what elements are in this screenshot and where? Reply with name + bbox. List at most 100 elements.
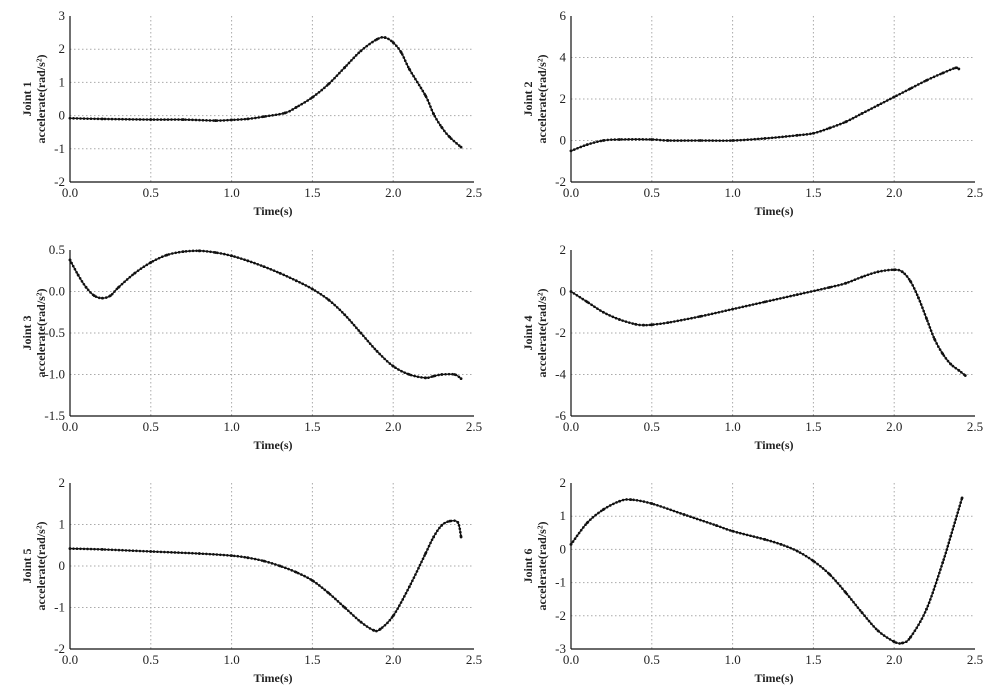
series-marker xyxy=(646,501,649,504)
series-marker xyxy=(890,268,894,272)
series-marker xyxy=(591,515,595,519)
series-marker xyxy=(785,295,789,299)
data-point xyxy=(100,548,104,551)
series-marker xyxy=(957,507,961,511)
series-marker xyxy=(142,118,145,121)
series-marker xyxy=(380,626,384,629)
x-tick-label: 2.5 xyxy=(967,419,983,434)
series-marker xyxy=(792,294,796,297)
series-marker xyxy=(347,61,351,65)
series-marker xyxy=(914,290,918,293)
data-point xyxy=(133,271,137,275)
series-marker xyxy=(123,280,126,284)
series-marker xyxy=(212,553,215,556)
data-point xyxy=(311,287,314,291)
series-marker xyxy=(128,118,131,121)
y-axis-label: accelerate(rad/s²) xyxy=(34,55,48,144)
series-marker xyxy=(760,137,763,140)
data-point xyxy=(68,547,72,550)
series-marker xyxy=(394,366,397,370)
data-point xyxy=(294,570,298,574)
series-marker xyxy=(427,102,431,105)
series-marker xyxy=(928,326,932,329)
series-marker xyxy=(201,552,205,556)
series-marker xyxy=(856,606,860,609)
data-point xyxy=(440,125,444,129)
data-point xyxy=(214,119,217,122)
series-marker xyxy=(415,570,419,573)
series-marker xyxy=(177,551,180,554)
data-point xyxy=(860,275,864,279)
data-point xyxy=(892,95,896,99)
series-marker xyxy=(615,501,618,504)
series-marker xyxy=(437,373,440,377)
data-point xyxy=(100,117,104,121)
series-marker xyxy=(782,544,786,547)
series-marker xyxy=(921,306,924,310)
series-marker xyxy=(256,262,260,266)
series-marker xyxy=(642,500,646,503)
data-point xyxy=(860,112,864,115)
series-marker xyxy=(705,521,709,524)
series-marker xyxy=(333,303,336,307)
x-axis-label: Time(s) xyxy=(754,204,793,218)
y-tick-label: 0 xyxy=(560,541,567,556)
series-marker xyxy=(669,320,673,324)
data-point xyxy=(343,313,347,317)
data-point xyxy=(731,307,734,311)
y-tick-label: -1 xyxy=(54,141,65,156)
series-marker xyxy=(608,504,612,507)
series-marker xyxy=(942,558,945,561)
data-point xyxy=(585,300,589,304)
series-marker xyxy=(142,265,146,268)
series-marker xyxy=(319,292,323,296)
series-marker xyxy=(184,118,187,121)
series-marker xyxy=(888,638,892,641)
series-marker xyxy=(320,586,324,589)
series-marker xyxy=(932,335,935,339)
series-marker xyxy=(397,368,400,371)
series-marker xyxy=(960,371,963,374)
series-marker xyxy=(939,568,942,571)
series-marker xyxy=(173,551,177,554)
series-marker xyxy=(209,250,212,254)
series-marker xyxy=(791,134,795,138)
series-marker xyxy=(371,345,374,348)
series-marker xyxy=(180,551,184,555)
series-marker xyxy=(952,67,955,70)
series-marker xyxy=(953,521,957,525)
data-point xyxy=(459,377,463,381)
series-marker xyxy=(195,249,198,253)
series-marker xyxy=(759,537,762,540)
series-marker xyxy=(728,529,732,532)
series-marker xyxy=(722,526,725,530)
y-tick-label: -2 xyxy=(555,608,566,623)
series-marker xyxy=(412,74,415,78)
series-marker xyxy=(836,582,840,585)
y-axis-label: accelerate(rad/s²) xyxy=(535,55,549,144)
series-marker xyxy=(315,582,318,585)
series-marker xyxy=(882,100,886,104)
series-marker xyxy=(683,139,687,142)
series-marker xyxy=(802,291,806,295)
series-marker xyxy=(863,614,866,618)
series-marker xyxy=(920,617,924,620)
series-marker xyxy=(768,299,772,303)
series-marker xyxy=(458,527,462,531)
data-point xyxy=(876,103,880,107)
series-marker xyxy=(79,547,82,551)
data-point xyxy=(197,249,201,253)
series-line xyxy=(69,519,462,632)
series-marker xyxy=(789,546,792,550)
series-marker xyxy=(417,83,421,87)
series-marker xyxy=(368,627,372,630)
data-point xyxy=(432,112,435,116)
data-point xyxy=(311,95,314,99)
series-marker xyxy=(240,118,243,121)
y-tick-label: -2 xyxy=(54,641,65,656)
series-marker xyxy=(362,623,366,626)
data-point xyxy=(828,285,831,289)
series-marker xyxy=(320,88,324,92)
series-marker xyxy=(361,334,365,338)
series-marker xyxy=(375,629,378,633)
